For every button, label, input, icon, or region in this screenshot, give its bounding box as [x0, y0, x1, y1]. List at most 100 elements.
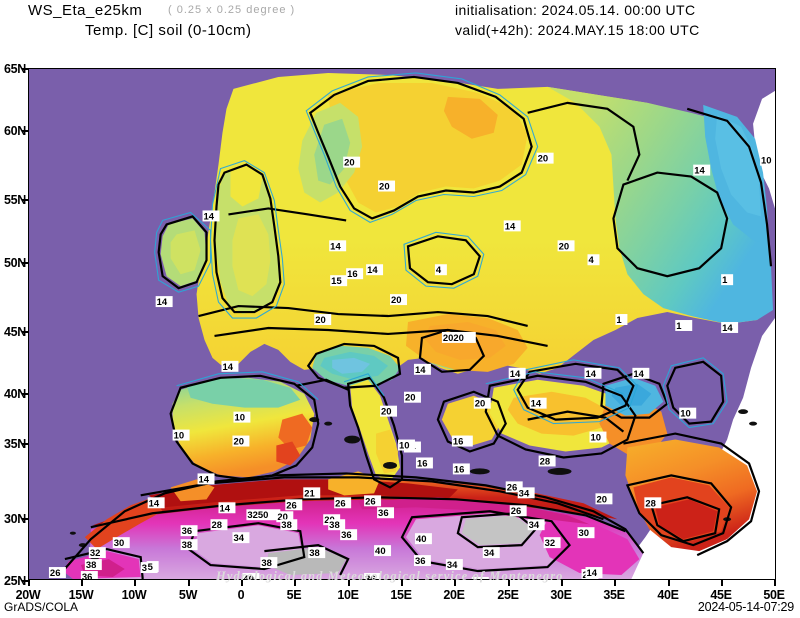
- x-axis-label-40E: 40E: [657, 588, 679, 602]
- x-axis-label-15W: 15W: [68, 588, 94, 602]
- svg-text:10: 10: [174, 431, 185, 442]
- svg-text:38: 38: [86, 560, 97, 571]
- model-name-label: WS_Eta_e25km: [28, 2, 143, 19]
- svg-text:16: 16: [347, 269, 358, 280]
- svg-text:20: 20: [379, 182, 390, 193]
- svg-text:20: 20: [344, 158, 355, 169]
- sahara-gray-patch2: [461, 515, 534, 546]
- svg-text:30: 30: [114, 538, 125, 549]
- svg-text:14: 14: [367, 265, 378, 276]
- svg-text:10: 10: [399, 441, 410, 452]
- svg-text:2020: 2020: [443, 333, 464, 344]
- arctic-cool-patch-inner: [715, 114, 762, 217]
- map-plot-area: 20 20 20 20 14 14 20 14 16 15 14 4 14 14…: [28, 68, 776, 580]
- x-axis-label-20E: 20E: [443, 588, 465, 602]
- svg-text:38: 38: [261, 558, 272, 569]
- morocco-coast-hot: [84, 497, 163, 550]
- svg-text:14: 14: [415, 365, 426, 376]
- y-axis-label-40N: 40N: [3, 387, 26, 401]
- svg-text:38: 38: [329, 520, 340, 531]
- svg-text:3250: 3250: [247, 510, 268, 521]
- y-axis-label-30N: 30N: [3, 512, 26, 526]
- arabia-hotter: [655, 499, 718, 540]
- svg-text:32: 32: [545, 538, 556, 549]
- egypt-magenta: [539, 519, 640, 576]
- y-axis-label-60N: 60N: [3, 124, 26, 138]
- resolution-label: ( 0.25 x 0.25 degree ): [168, 4, 296, 16]
- svg-text:20: 20: [538, 154, 549, 165]
- svg-text:1: 1: [616, 315, 621, 326]
- alps-cool-center: [332, 357, 371, 374]
- svg-text:20: 20: [381, 407, 392, 418]
- valid-time: valid(+42h): 2024.MAY.15 18:00 UTC: [455, 22, 700, 38]
- svg-text:14: 14: [586, 369, 597, 380]
- svg-text:36: 36: [473, 578, 484, 579]
- contour-labels: 20 20 20 20 14 14 20 14 16 15 14 4 14 14…: [48, 152, 775, 579]
- ireland-core: [170, 230, 201, 275]
- svg-text:20: 20: [475, 399, 486, 410]
- scotland-gold: [230, 162, 263, 207]
- svg-text:26: 26: [286, 500, 297, 511]
- iberia-south-hot: [276, 441, 301, 466]
- svg-text:14: 14: [587, 568, 598, 579]
- svg-text:14: 14: [694, 166, 705, 177]
- svg-text:14: 14: [330, 241, 341, 252]
- svg-text:26: 26: [335, 498, 346, 509]
- svg-text:14: 14: [149, 498, 160, 509]
- svg-text:4: 4: [436, 265, 442, 276]
- svg-text:34: 34: [529, 520, 540, 531]
- svg-text:20: 20: [233, 437, 244, 448]
- temperature-heatmap: 20 20 20 20 14 14 20 14 16 15 14 4 14 14…: [29, 69, 775, 579]
- x-axis-label-20W: 20W: [15, 588, 41, 602]
- svg-text:40: 40: [375, 546, 386, 557]
- svg-text:14: 14: [199, 474, 210, 485]
- svg-text:40: 40: [416, 534, 427, 545]
- svg-text:10: 10: [680, 409, 691, 420]
- initialisation-time: initialisation: 2024.05.14. 00:00 UTC: [455, 2, 696, 18]
- svg-text:1: 1: [676, 321, 681, 332]
- island-details: [69, 409, 758, 560]
- svg-text:36: 36: [82, 572, 93, 579]
- svg-text:15: 15: [331, 276, 342, 287]
- x-axis-label-45E: 45E: [710, 588, 732, 602]
- scandinavia-orange-patch: [443, 96, 498, 139]
- libya-coast-magenta: [358, 497, 602, 530]
- x-axis-label-10E: 10E: [337, 588, 359, 602]
- svg-text:34: 34: [447, 560, 458, 571]
- svg-text:34: 34: [484, 548, 495, 559]
- svg-text:36: 36: [182, 526, 193, 537]
- svg-text:10: 10: [234, 413, 245, 424]
- uk-field-yellow: [232, 214, 271, 297]
- svg-text:38: 38: [309, 548, 320, 559]
- svg-text:1: 1: [722, 275, 727, 286]
- svg-text:10: 10: [761, 156, 772, 167]
- y-axis-label-25N: 25N: [3, 574, 26, 588]
- svg-text:14: 14: [722, 323, 733, 334]
- svg-text:26: 26: [365, 496, 376, 507]
- svg-text:14: 14: [219, 503, 230, 514]
- x-axis-label-25E: 25E: [497, 588, 519, 602]
- svg-text:20: 20: [391, 295, 402, 306]
- svg-text:34: 34: [519, 488, 530, 499]
- svg-text:34: 34: [233, 533, 244, 544]
- sahara-gray-patch: [266, 547, 347, 576]
- y-axis-label-65N: 65N: [3, 62, 26, 76]
- svg-text:20: 20: [596, 494, 607, 505]
- svg-text:26: 26: [511, 506, 522, 517]
- svg-text:20: 20: [277, 512, 288, 523]
- svg-text:14: 14: [157, 297, 168, 308]
- svg-text:30: 30: [579, 528, 590, 539]
- svg-text:14: 14: [510, 369, 521, 380]
- x-axis-label-10W: 10W: [121, 588, 147, 602]
- svg-text:28: 28: [212, 520, 223, 531]
- svg-text:14: 14: [222, 362, 233, 373]
- grads-attribution: GrADS/COLA: [4, 600, 79, 614]
- svg-text:32: 32: [90, 548, 101, 559]
- iberia-north-green: [186, 377, 301, 408]
- y-axis-label-45N: 45N: [3, 325, 26, 339]
- svg-text:14: 14: [505, 221, 516, 232]
- svg-text:28: 28: [540, 456, 551, 467]
- svg-text:36: 36: [378, 508, 389, 519]
- svg-text:16: 16: [454, 464, 465, 475]
- x-axis-label-50E: 50E: [763, 588, 785, 602]
